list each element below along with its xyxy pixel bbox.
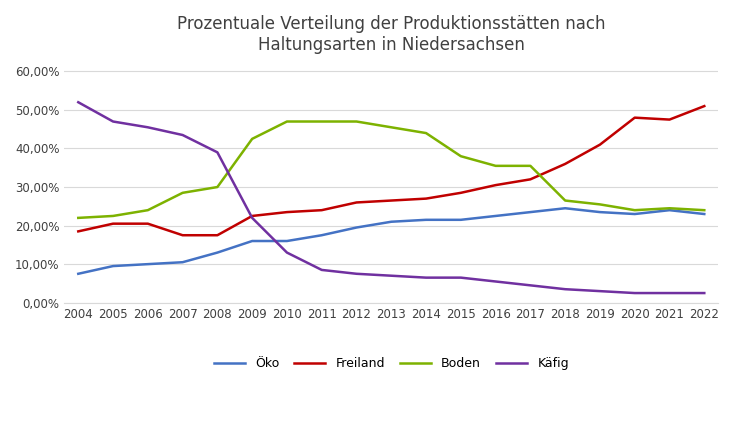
Freiland — [109, 221, 118, 226]
Freiland — [213, 233, 222, 238]
Öko — [630, 211, 639, 217]
Freiland — [144, 221, 152, 226]
Boden — [422, 131, 431, 136]
Freiland — [700, 103, 709, 109]
Öko — [283, 238, 291, 244]
Käfig — [283, 250, 291, 255]
Käfig — [630, 290, 639, 296]
Freiland — [352, 200, 361, 205]
Käfig — [109, 119, 118, 124]
Käfig — [456, 275, 465, 280]
Öko — [422, 217, 431, 222]
Öko — [491, 213, 500, 218]
Boden — [491, 163, 500, 169]
Boden — [561, 198, 570, 203]
Öko — [595, 210, 604, 215]
Boden — [248, 136, 257, 142]
Öko — [387, 219, 396, 224]
Freiland — [178, 233, 187, 238]
Boden — [352, 119, 361, 124]
Boden — [526, 163, 535, 169]
Käfig — [352, 271, 361, 277]
Öko — [144, 262, 152, 267]
Käfig — [595, 289, 604, 294]
Line: Öko: Öko — [78, 208, 704, 274]
Boden — [283, 119, 291, 124]
Boden — [456, 154, 465, 159]
Boden — [665, 206, 674, 211]
Boden — [109, 213, 118, 218]
Freiland — [387, 198, 396, 203]
Boden — [317, 119, 326, 124]
Boden — [595, 202, 604, 207]
Käfig — [422, 275, 431, 280]
Käfig — [178, 132, 187, 138]
Öko — [178, 260, 187, 265]
Freiland — [595, 142, 604, 147]
Freiland — [665, 117, 674, 122]
Boden — [387, 125, 396, 130]
Boden — [630, 207, 639, 213]
Öko — [456, 217, 465, 222]
Line: Boden: Boden — [78, 122, 704, 218]
Käfig — [387, 273, 396, 278]
Freiland — [491, 182, 500, 188]
Freiland — [526, 177, 535, 182]
Käfig — [248, 215, 257, 221]
Käfig — [665, 290, 674, 296]
Boden — [74, 215, 82, 221]
Öko — [665, 207, 674, 213]
Öko — [74, 271, 82, 277]
Line: Freiland: Freiland — [78, 106, 704, 235]
Freiland — [630, 115, 639, 120]
Öko — [109, 263, 118, 269]
Käfig — [74, 99, 82, 105]
Käfig — [317, 267, 326, 273]
Boden — [700, 207, 709, 213]
Title: Prozentuale Verteilung der Produktionsstätten nach
Haltungsarten in Niedersachse: Prozentuale Verteilung der Produktionsst… — [177, 15, 606, 54]
Freiland — [248, 213, 257, 218]
Öko — [700, 211, 709, 217]
Freiland — [561, 161, 570, 166]
Öko — [561, 206, 570, 211]
Freiland — [74, 229, 82, 234]
Öko — [352, 225, 361, 230]
Legend: Öko, Freiland, Boden, Käfig: Öko, Freiland, Boden, Käfig — [208, 352, 574, 375]
Öko — [317, 233, 326, 238]
Freiland — [456, 190, 465, 195]
Line: Käfig: Käfig — [78, 102, 704, 293]
Freiland — [283, 210, 291, 215]
Käfig — [526, 283, 535, 288]
Öko — [526, 210, 535, 215]
Freiland — [317, 207, 326, 213]
Boden — [213, 184, 222, 190]
Käfig — [561, 286, 570, 292]
Käfig — [491, 279, 500, 284]
Boden — [144, 207, 152, 213]
Boden — [178, 190, 187, 195]
Käfig — [700, 290, 709, 296]
Käfig — [144, 125, 152, 130]
Öko — [213, 250, 222, 255]
Öko — [248, 238, 257, 244]
Käfig — [213, 150, 222, 155]
Freiland — [422, 196, 431, 201]
